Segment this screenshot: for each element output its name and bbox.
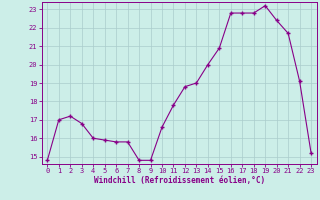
- X-axis label: Windchill (Refroidissement éolien,°C): Windchill (Refroidissement éolien,°C): [94, 176, 265, 185]
